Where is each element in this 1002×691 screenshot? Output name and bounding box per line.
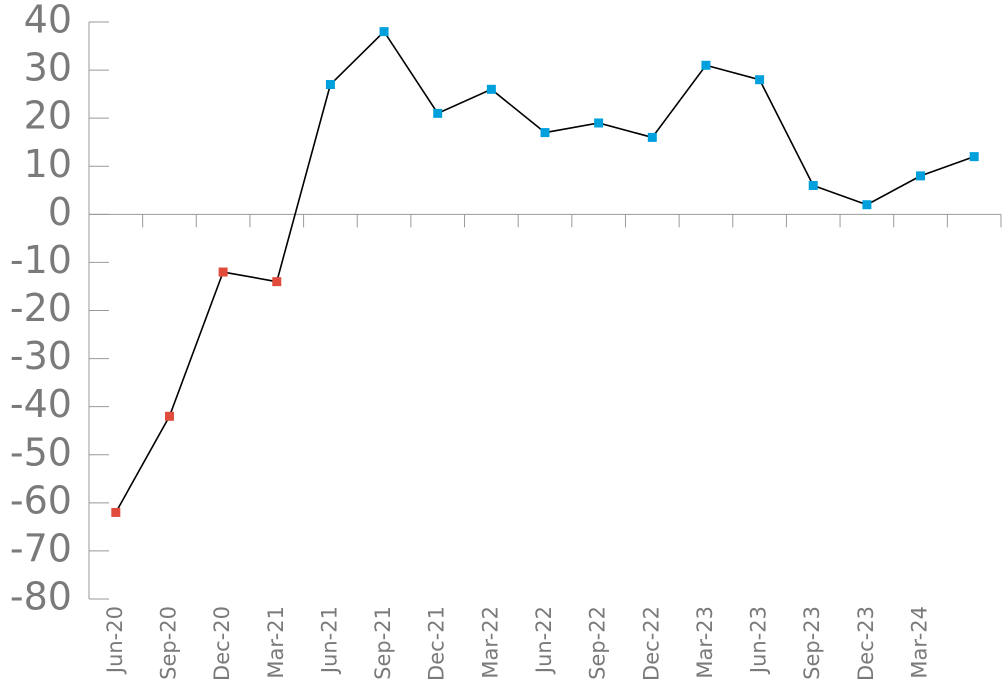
y-tick-label: -40 (10, 382, 72, 426)
x-tick-label: Sep-21 (371, 606, 395, 680)
marker (218, 267, 228, 277)
marker (486, 84, 496, 94)
y-tick-label: -70 (10, 526, 72, 570)
y-tick-label: -80 (10, 575, 72, 619)
marker (969, 152, 979, 162)
x-tick-label: Dec-20 (210, 606, 234, 681)
y-tick-label: -20 (10, 286, 72, 330)
marker (808, 180, 818, 190)
marker (862, 200, 872, 210)
marker (701, 60, 711, 70)
marker (164, 411, 174, 421)
marker (540, 128, 550, 138)
y-tick-label: -50 (10, 430, 72, 474)
x-tick-label: Jun-20 (103, 606, 127, 675)
marker (755, 75, 765, 85)
marker (111, 507, 121, 517)
x-tick-label: Sep-22 (586, 606, 610, 680)
marker (379, 27, 389, 37)
marker (594, 118, 604, 128)
marker (272, 277, 282, 287)
x-tick-label: Mar-23 (693, 606, 717, 679)
line (115, 30, 975, 513)
x-tick-label: Jun-22 (532, 606, 556, 675)
y-tick-label: 20 (24, 94, 72, 138)
y-tick-label: 10 (24, 142, 72, 186)
x-tick-label: Jun-21 (317, 606, 341, 675)
x-tick-label: Sep-23 (800, 606, 824, 680)
x-tick-label: Jun-23 (747, 606, 771, 675)
x-tick-label: Mar-21 (264, 606, 288, 679)
y-tick-label: -60 (10, 478, 72, 522)
marker (647, 132, 657, 142)
x-tick-label: Dec-21 (425, 606, 449, 681)
x-tick-label: Mar-24 (908, 606, 932, 679)
marker (325, 80, 335, 90)
marker (433, 108, 443, 118)
y-tick-label: 30 (24, 46, 72, 90)
x-tick-label: Mar-22 (478, 606, 502, 679)
x-tick-label: Dec-22 (639, 606, 663, 681)
y-tick-label: 0 (48, 190, 72, 234)
marker (916, 171, 926, 181)
y-tick-label: -10 (10, 238, 72, 282)
y-tick-label: -30 (10, 334, 72, 378)
y-tick-label: 40 (24, 0, 72, 42)
x-tick-label: Dec-23 (854, 606, 878, 681)
x-tick-label: Sep-20 (156, 606, 180, 680)
